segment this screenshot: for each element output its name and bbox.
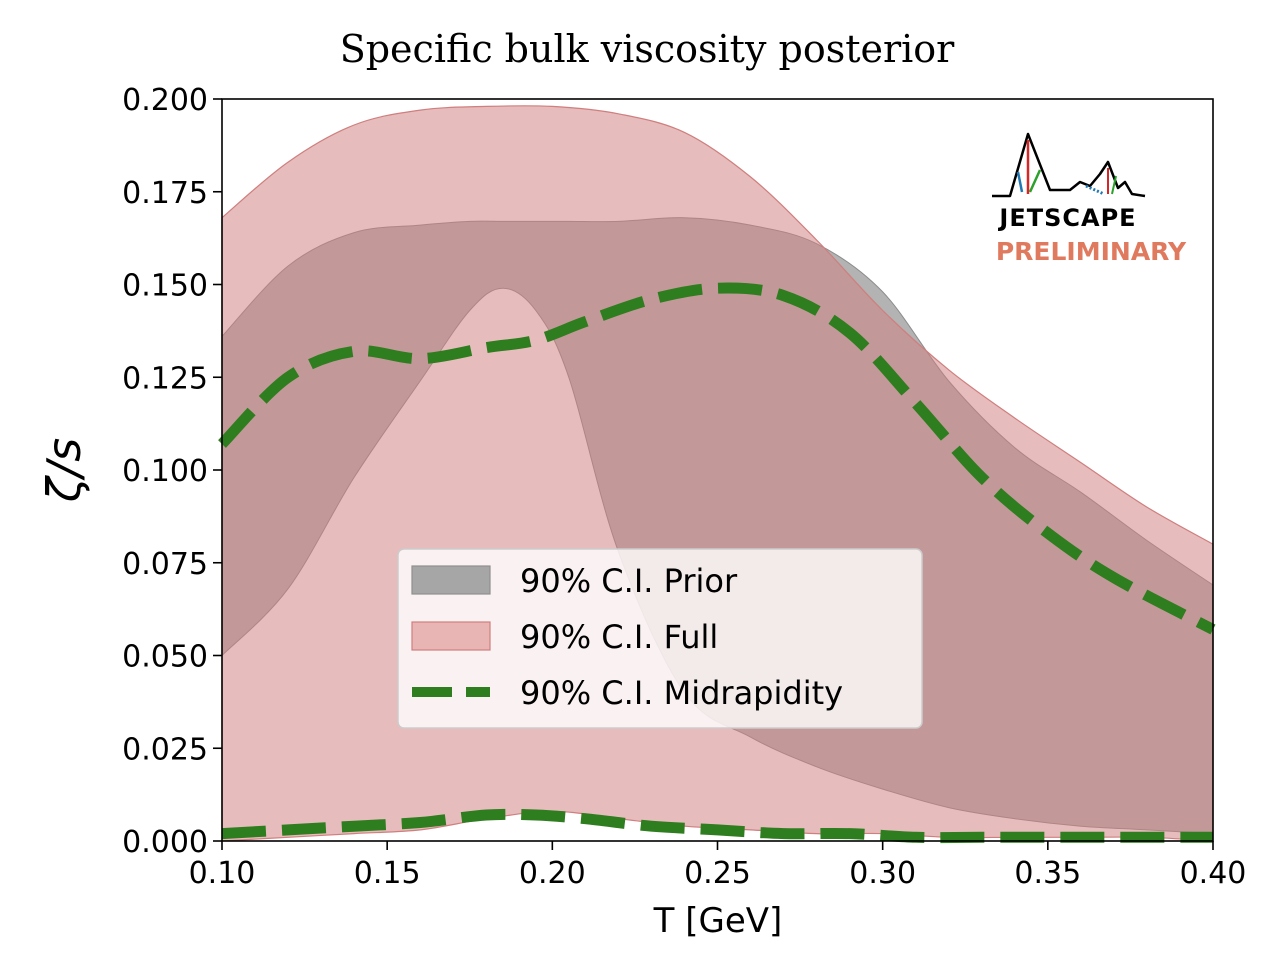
y-tick-label: 0.200 [122, 83, 208, 118]
legend-label-full: 90% C.I. Full [520, 618, 718, 656]
logo-jet-green-2 [1111, 175, 1117, 195]
jetscape-logo: JETSCAPE PRELIMINARY [992, 132, 1187, 266]
legend-label-midrapidity: 90% C.I. Midrapidity [520, 674, 843, 712]
logo-jet-blue-2 [1085, 184, 1105, 196]
legend-swatch-full [411, 621, 491, 651]
preliminary-badge: PRELIMINARY [996, 237, 1187, 266]
midrapidity-lower-line [221, 808, 1213, 844]
legend-label-prior: 90% C.I. Prior [520, 562, 738, 600]
logo-peaks [992, 132, 1146, 198]
legend-swatch-prior [411, 565, 491, 595]
y-axis-label: ζ/s [37, 438, 91, 504]
y-tick-label: 0.175 [122, 176, 208, 211]
y-tick-label: 0.025 [122, 732, 208, 767]
logo-wordmark: JETSCAPE [997, 204, 1136, 232]
x-axis-ticks: 0.10 0.15 0.20 0.25 0.30 0.35 0.40 [189, 841, 1247, 891]
y-tick-label: 0.100 [122, 454, 208, 489]
legend: 90% C.I. Prior 90% C.I. Full 90% C.I. Mi… [397, 548, 923, 729]
y-tick-label: 0.075 [122, 547, 208, 582]
x-tick-label: 0.40 [1180, 856, 1247, 891]
lines-layer [218, 282, 1216, 844]
x-tick-label: 0.20 [519, 856, 586, 891]
x-tick-label: 0.25 [684, 856, 751, 891]
y-axis-ticks: 0.000 0.025 0.050 0.075 0.100 0.125 0.150 0.175… [122, 83, 222, 860]
y-tick-label: 0.000 [122, 825, 208, 860]
x-axis-label: T [GeV] [653, 901, 783, 941]
midrapidity-upper-line [218, 282, 1216, 635]
x-tick-label: 0.15 [354, 856, 421, 891]
logo-jet-blue [1016, 171, 1024, 193]
chart-title: Specific bulk viscosity posterior [340, 27, 955, 71]
x-tick-label: 0.35 [1014, 856, 1081, 891]
x-tick-label: 0.30 [849, 856, 916, 891]
y-tick-label: 0.150 [122, 269, 208, 304]
y-tick-label: 0.125 [122, 361, 208, 396]
legend-box [397, 548, 923, 729]
logo-jet-green [1028, 169, 1042, 193]
y-tick-label: 0.050 [122, 640, 208, 675]
x-tick-label: 0.10 [189, 856, 256, 891]
